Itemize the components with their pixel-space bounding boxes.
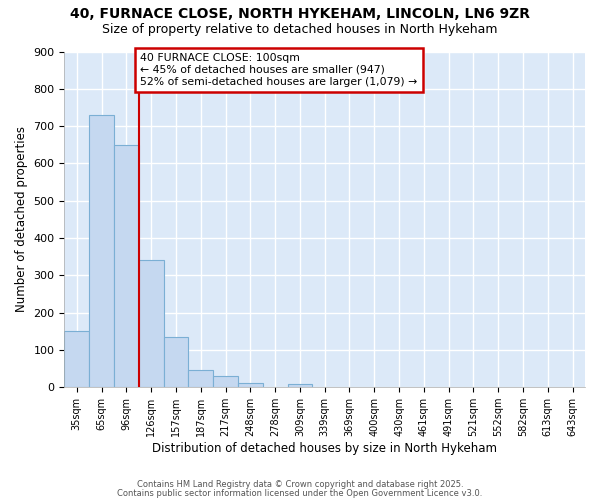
Text: Contains public sector information licensed under the Open Government Licence v3: Contains public sector information licen… <box>118 488 482 498</box>
Bar <box>213 376 238 387</box>
Text: 40, FURNACE CLOSE, NORTH HYKEHAM, LINCOLN, LN6 9ZR: 40, FURNACE CLOSE, NORTH HYKEHAM, LINCOL… <box>70 8 530 22</box>
Bar <box>114 145 139 387</box>
Text: 40 FURNACE CLOSE: 100sqm
← 45% of detached houses are smaller (947)
52% of semi-: 40 FURNACE CLOSE: 100sqm ← 45% of detach… <box>140 54 417 86</box>
Bar <box>287 384 313 387</box>
Bar <box>89 115 114 387</box>
Bar <box>188 370 213 387</box>
Bar <box>139 260 164 387</box>
Y-axis label: Number of detached properties: Number of detached properties <box>15 126 28 312</box>
Bar <box>238 384 263 387</box>
Text: Size of property relative to detached houses in North Hykeham: Size of property relative to detached ho… <box>102 22 498 36</box>
Bar <box>64 332 89 387</box>
X-axis label: Distribution of detached houses by size in North Hykeham: Distribution of detached houses by size … <box>152 442 497 455</box>
Text: Contains HM Land Registry data © Crown copyright and database right 2025.: Contains HM Land Registry data © Crown c… <box>137 480 463 489</box>
Bar <box>164 337 188 387</box>
